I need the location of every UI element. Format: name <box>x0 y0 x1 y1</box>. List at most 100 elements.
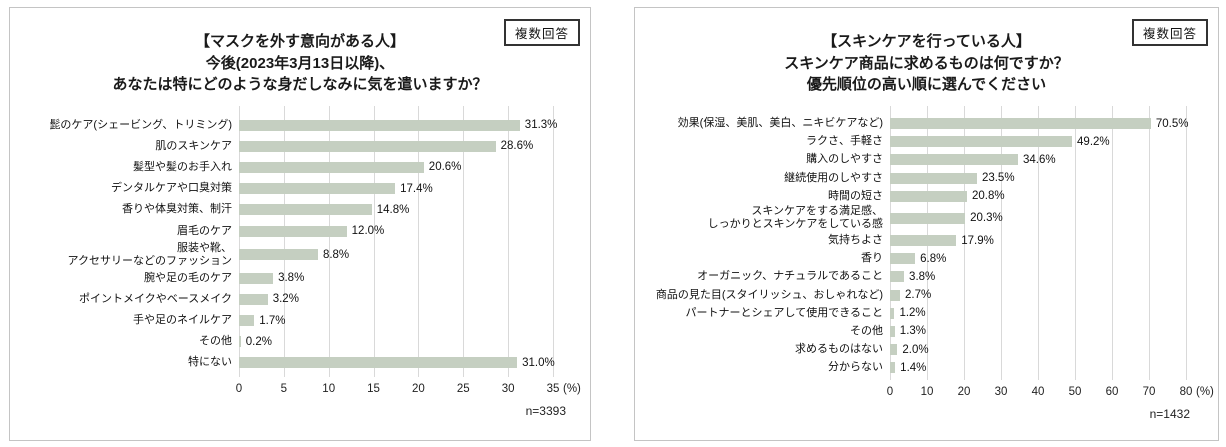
bar-row: 服装や靴、 アクセサリーなどのファッション 8.8% <box>10 242 590 268</box>
category-label: スキンケアをする満足感、 しっかりとスキンケアをしている感 <box>707 205 883 231</box>
chart-title-line: 今後(2023年3月13日以降)、 <box>205 54 395 72</box>
gridline <box>328 105 330 377</box>
bar <box>239 225 347 237</box>
category-label: 服装や靴、 アクセサリーなどのファッション <box>67 241 232 267</box>
x-axis-tick-label: 35 <box>546 382 560 395</box>
chart-panel-mask-grooming: 複数回答 【マスクを外す意向がある人】 今後(2023年3月13日以降)、 あな… <box>9 7 591 441</box>
gridline <box>1112 105 1113 380</box>
multiple-answer-badge: 複数回答 <box>1131 19 1208 46</box>
bar-row: 時間の短さ 20.8% <box>635 187 1218 205</box>
gridline <box>283 105 285 377</box>
bar-row: デンタルケアや口臭対策 17.4% <box>10 178 590 199</box>
value-label: 2.0% <box>902 343 929 356</box>
bar-track: 1.3% <box>890 322 1186 340</box>
value-label: 3.2% <box>272 293 299 306</box>
chart-title-line: 【スキンケアを行っている人】 <box>822 33 1031 50</box>
chart-body: 髭のケア(シェービング、トリミング) 31.3% 肌のスキンケア 28.6% 髪型や髪の… <box>10 105 590 418</box>
bar-row: 気持ちよさ 17.9% <box>635 231 1218 249</box>
category-label: ポイントメイクやベースメイク <box>78 292 232 305</box>
x-axis-tick-label: 0 <box>235 382 243 395</box>
bar <box>890 307 895 319</box>
category-label: 購入のしやすさ <box>806 153 883 166</box>
category-label: 腕や足の毛のケア <box>144 271 232 284</box>
bar-row: 香りや体臭対策、制汗 14.8% <box>10 199 590 220</box>
category-label: 特にない <box>188 356 232 369</box>
x-axis-tick-label: 20 <box>412 382 425 395</box>
bar-track: 12.0% <box>239 220 553 241</box>
value-label: 31.3% <box>524 119 558 132</box>
x-axis-tick-label: 80 <box>1179 385 1193 398</box>
bar-row: オーガニック、ナチュラルであること 3.8% <box>635 268 1218 286</box>
chart-title-line: あなたは特にどのような身だしなみに気を遣いますか？ <box>112 76 488 93</box>
plot-area: 効果(保湿、美肌、美白、ニキビケアなど) 70.5% ラクさ、手軽さ 49.2% 購入の… <box>635 105 1218 380</box>
gridline <box>1149 105 1150 380</box>
x-axis-unit-label: (%) <box>1196 385 1214 398</box>
x-axis-tick-label: 30 <box>994 385 1008 398</box>
gridline <box>418 105 420 377</box>
category-label: 気持ちよさ <box>828 234 883 247</box>
gridline <box>508 105 510 377</box>
bar-row: 商品の見た目(スタイリッシュ、おしゃれなど) 2.7% <box>635 286 1218 304</box>
x-axis-tick-label: 20 <box>957 385 971 398</box>
bar-row: 継続使用のしやすさ 23.5% <box>635 169 1218 187</box>
bar-row: ラクさ、手軽さ 49.2% <box>635 133 1218 151</box>
value-label: 1.2% <box>899 307 926 320</box>
value-label: 49.2% <box>1077 135 1110 148</box>
bar-track: 14.8% <box>239 199 553 220</box>
bar-track: 3.2% <box>239 289 553 310</box>
bar-row: 購入のしやすさ 34.6% <box>635 151 1218 169</box>
bar-row: 特にない 31.0% <box>10 352 590 373</box>
chart-title: 【マスクを外す意向がある人】 今後(2023年3月13日以降)、 あなたは特にど… <box>10 31 590 96</box>
value-label: 3.8% <box>909 270 936 283</box>
value-label: 20.6% <box>428 161 462 174</box>
value-label: 3.8% <box>278 272 305 285</box>
value-label: 20.8% <box>971 190 1005 203</box>
chart-title-line: 優先順位の高い順に選んでください <box>806 76 1047 93</box>
value-label: 1.3% <box>899 325 927 338</box>
bar-row: 効果(保湿、美肌、美白、ニキビケアなど) 70.5% <box>635 115 1218 133</box>
bar <box>890 172 977 184</box>
bar-row: 求めるものはない 2.0% <box>635 341 1218 359</box>
bar <box>239 357 518 369</box>
bar <box>890 118 1151 130</box>
bar-track: 20.8% <box>890 187 1186 205</box>
bar-track: 31.3% <box>239 115 557 136</box>
x-axis: 0 10 20 30 40 50 60 70 80 (%) <box>887 383 1214 400</box>
value-label: 2.7% <box>904 289 932 302</box>
bar-track: 1.7% <box>239 310 553 331</box>
bar <box>239 249 318 261</box>
value-label: 14.8% <box>376 203 410 216</box>
bar-row: 香り 6.8% <box>635 250 1218 268</box>
x-axis-tick-label: 70 <box>1142 385 1156 398</box>
value-label: 28.6% <box>500 140 534 153</box>
bar <box>890 212 966 224</box>
sample-size-label: n=3393 <box>525 403 566 418</box>
value-label: 17.4% <box>400 182 433 195</box>
bar-track: 0.2% <box>239 331 553 352</box>
chart-title: 【スキンケアを行っている人】 スキンケア商品に求めるものは何ですか？ 優先順位の… <box>635 31 1218 96</box>
category-label: 髪型や髪のお手入れ <box>133 160 232 173</box>
bar <box>239 315 255 327</box>
bar <box>239 204 372 216</box>
category-label: 効果(保湿、美肌、美白、ニキビケアなど) <box>677 117 883 130</box>
bar-track: 49.2% <box>890 133 1186 151</box>
bar-track: 17.9% <box>890 231 1186 249</box>
value-label: 23.5% <box>981 172 1015 185</box>
bar-row: ポイントメイクやベースメイク 3.2% <box>10 289 590 310</box>
gridline <box>239 105 240 377</box>
bar <box>239 183 396 195</box>
bar <box>890 344 898 356</box>
bar <box>239 336 241 348</box>
value-label: 70.5% <box>1155 117 1189 130</box>
category-label: 継続使用のしやすさ <box>784 171 883 184</box>
chart-body: 効果(保湿、美肌、美白、ニキビケアなど) 70.5% ラクさ、手軽さ 49.2% 購入の… <box>635 105 1218 421</box>
bar-row: その他 1.3% <box>635 322 1218 340</box>
category-label: 髭のケア(シェービング、トリミング) <box>49 118 232 131</box>
bar-track: 20.3% <box>890 209 1186 227</box>
chart-title-line: スキンケア商品に求めるものは何ですか？ <box>784 54 1069 72</box>
x-axis-tick-label: 15 <box>367 382 380 395</box>
category-label: オーガニック、ナチュラルであること <box>697 270 883 283</box>
bar <box>890 136 1073 148</box>
gridline <box>964 105 965 380</box>
x-axis-tick-label: 60 <box>1105 385 1119 398</box>
